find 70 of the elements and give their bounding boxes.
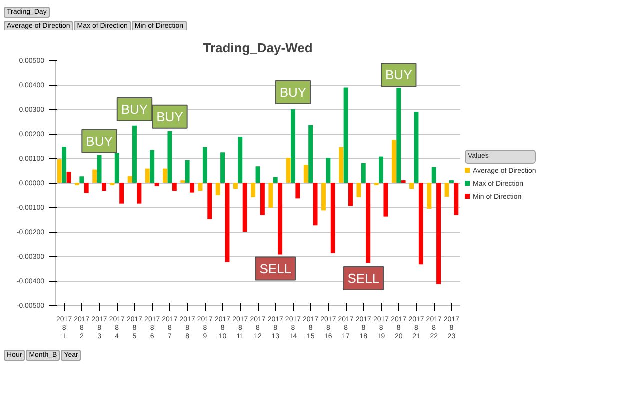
bar [238, 136, 243, 183]
bar [251, 183, 256, 198]
bar [396, 88, 402, 183]
bar [361, 163, 366, 183]
annotation: SELL [260, 261, 292, 276]
bar [427, 183, 432, 209]
bar [278, 183, 283, 255]
bar [410, 183, 414, 190]
bar [185, 160, 190, 183]
bar [242, 183, 248, 232]
bar [436, 183, 442, 284]
bar [392, 140, 396, 183]
bar [418, 183, 424, 265]
bar [168, 132, 172, 183]
bar [97, 155, 102, 183]
annotation: BUY [121, 102, 148, 117]
bar [84, 183, 89, 194]
bar [225, 183, 230, 262]
bar [356, 183, 362, 198]
bar [322, 183, 326, 211]
bar [233, 183, 238, 190]
bar [348, 183, 353, 206]
bar [256, 166, 260, 183]
bar [208, 183, 212, 220]
annotation: BUY [386, 68, 413, 83]
bar [145, 168, 150, 183]
bar [62, 146, 67, 183]
bar [296, 183, 300, 199]
bar [114, 153, 120, 183]
annotation: BUY [86, 134, 114, 149]
bar [379, 156, 384, 183]
bar [80, 176, 84, 183]
annotation: SELL [348, 271, 380, 286]
bar [163, 168, 168, 183]
bar [286, 158, 291, 183]
bar [190, 183, 194, 193]
bar [326, 158, 331, 183]
bar [220, 152, 226, 183]
bar [57, 159, 62, 183]
bar [198, 183, 203, 192]
bar [137, 183, 142, 204]
bar [454, 183, 459, 216]
bar [366, 183, 371, 264]
bar [268, 183, 274, 208]
annotation: BUY [156, 109, 184, 124]
bar [290, 110, 296, 183]
bar [202, 147, 208, 183]
bar [154, 183, 160, 186]
bar [344, 88, 348, 183]
bar [102, 183, 106, 192]
bar [444, 183, 450, 197]
chart-title: Trading_Day-Wed [203, 40, 313, 56]
bar [132, 126, 137, 183]
bar [216, 183, 220, 196]
bar [339, 147, 344, 183]
bar [308, 125, 314, 183]
bar [150, 150, 155, 183]
bar [273, 177, 278, 183]
bar [128, 176, 132, 183]
bar [92, 170, 98, 183]
bar [260, 183, 265, 216]
bar [313, 183, 318, 226]
bar [172, 183, 177, 192]
bar [330, 183, 336, 254]
bar [384, 183, 388, 217]
annotation: BUY [280, 84, 307, 100]
bar [432, 167, 436, 183]
bar [304, 165, 308, 183]
bar [414, 112, 419, 183]
bar [120, 183, 124, 204]
